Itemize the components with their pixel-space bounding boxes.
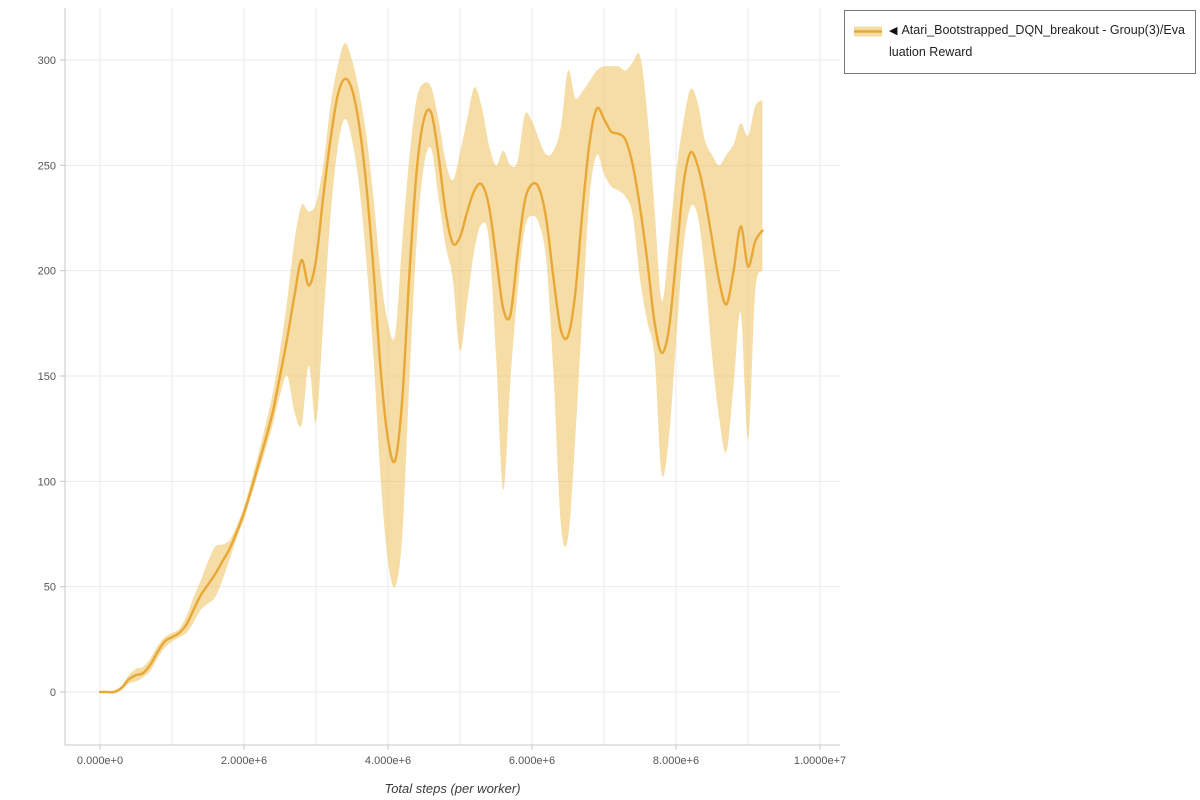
mean-line [98,77,764,694]
x-tick-label: 6.000e+6 [509,755,555,767]
tick-labels: 0.000e+0 2.000e+6 4.000e+6 6.000e+6 8.000e+6… [38,55,847,767]
gridlines [65,8,840,745]
y-tick-label: 300 [38,55,56,67]
y-tick-label: 200 [38,266,56,278]
y-tick-label: 0 [50,687,56,699]
legend-item[interactable]: ◀ Atari_Bootstrapped_DQN_breakout - Group… [853,20,1187,64]
legend-label: Atari_Bootstrapped_DQN_breakout - Group(… [889,23,1185,59]
y-tick-label: 150 [38,371,56,383]
x-tick-label: 0.000e+0 [77,755,123,767]
legend: ◀ Atari_Bootstrapped_DQN_breakout - Group… [844,10,1196,74]
y-tick-label: 250 [38,160,56,172]
x-tick-label: 4.000e+6 [365,755,411,767]
y-tick-label: 50 [44,582,56,594]
legend-collapse-icon[interactable]: ◀ [889,25,898,37]
x-tick-label: 1.0000e+7 [794,755,846,767]
confidence-band [100,43,763,693]
y-tick-label: 100 [38,476,56,488]
legend-text: ◀ Atari_Bootstrapped_DQN_breakout - Group… [889,20,1187,64]
legend-swatch-icon [854,26,882,37]
x-axis-title: Total steps (per worker) [384,781,521,796]
x-tick-label: 2.000e+6 [221,755,267,767]
x-tick-label: 8.000e+6 [653,755,699,767]
